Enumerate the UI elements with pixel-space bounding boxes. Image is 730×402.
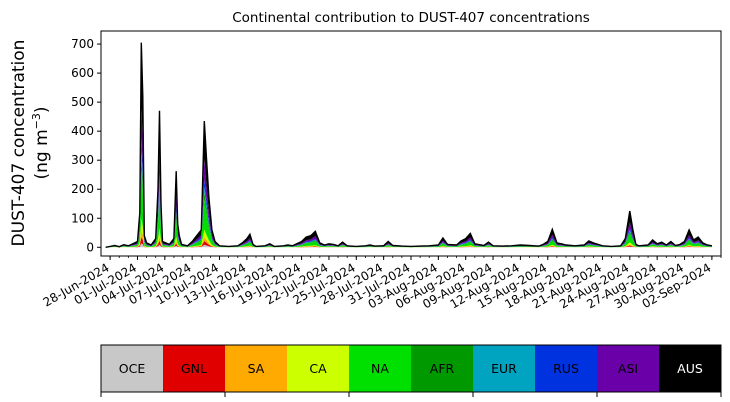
legend-label-asi: ASI: [618, 361, 638, 376]
legend-label-sa: SA: [248, 361, 265, 376]
y-axis-label: DUST-407 concentration (ng m−3): [9, 40, 52, 247]
y-axis-label-suffix: ): [32, 106, 52, 113]
stacked-areas: [105, 42, 713, 248]
area-asi: [105, 104, 712, 248]
y-axis-label-sup: −3: [30, 113, 43, 129]
legend-colorbar: OCE GNL SA CA NA AFR EUR RUS ASI AUS: [100, 344, 722, 397]
y-tick-label: 0: [86, 240, 94, 254]
legend-label-ca: CA: [309, 361, 327, 376]
legend-swatch-asi: [597, 345, 660, 392]
legend-label-afr: AFR: [430, 361, 455, 376]
legend-swatch-na: [349, 345, 412, 392]
legend-label-gnl: GNL: [181, 361, 207, 376]
y-tick-label: 200: [71, 182, 94, 196]
legend-swatch-ca: [287, 345, 350, 392]
legend-label-oce: OCE: [119, 361, 146, 376]
y-axis-label-prefix: (ng m: [32, 129, 52, 179]
area-eur: [105, 149, 712, 248]
y-tick-label: 600: [71, 66, 94, 80]
chart-title: Continental contribution to DUST-407 con…: [232, 10, 590, 26]
legend-swatch-sa: [225, 345, 288, 392]
legend-label-rus: RUS: [553, 361, 579, 376]
total-line: [105, 42, 713, 248]
y-tick-label: 500: [71, 95, 94, 109]
legend-label-aus: AUS: [677, 361, 703, 376]
plot-area: 010020030040050060070028-Jun-202401-Jul-…: [41, 30, 722, 311]
y-axis-label-line1: DUST-407 concentration: [9, 40, 29, 247]
legend-swatch-eur: [473, 345, 536, 392]
y-tick-label: 100: [71, 211, 94, 225]
y-tick-label: 400: [71, 124, 94, 138]
legend-frame: [100, 344, 722, 393]
legend-swatch-rus: [535, 345, 598, 392]
legend-label-eur: EUR: [491, 361, 517, 376]
y-axis-label-line2: (ng m−3): [30, 106, 52, 179]
area-aus: [105, 42, 712, 248]
legend-swatch-gnl: [163, 345, 226, 392]
y-tick-label: 700: [71, 37, 94, 51]
area-rus: [105, 136, 712, 248]
legend-swatch-afr: [411, 345, 474, 392]
legend-label-na: NA: [371, 361, 389, 376]
area-afr: [105, 157, 712, 248]
legend-swatch-aus: [659, 345, 722, 392]
legend-swatch-oce: [101, 345, 164, 392]
y-tick-label: 300: [71, 153, 94, 167]
